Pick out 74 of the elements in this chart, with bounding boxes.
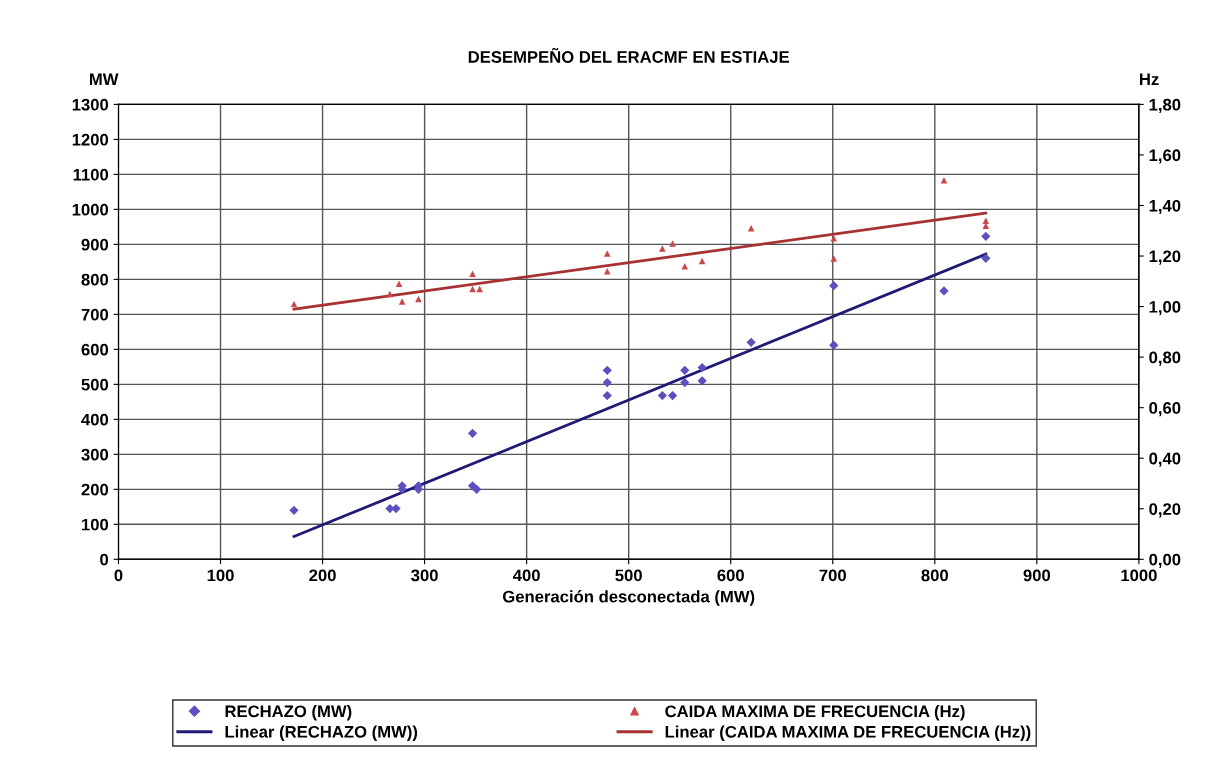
y-tick-label: 600	[81, 343, 109, 356]
y-tick-label: 1100	[73, 168, 109, 181]
point	[829, 281, 839, 291]
legend-label: Linear (CAIDA MAXIMA DE FRECUENCIA (Hz))	[665, 725, 1031, 742]
point	[939, 286, 949, 296]
y2-tick-label: 0,60	[1149, 402, 1181, 417]
x-tick-label: 900	[1023, 569, 1051, 582]
x-tick-label: 200	[309, 569, 336, 582]
point	[602, 365, 612, 375]
y-tick-label: 300	[81, 448, 109, 461]
chart-title: DESEMPEÑO DEL ERACMF EN ESTIAJE	[468, 47, 790, 63]
point	[476, 285, 483, 293]
y2-tick-label: 1,20	[1149, 250, 1181, 265]
y-tick-label: 900	[81, 238, 109, 251]
y2-axis-title: Hz	[1139, 73, 1159, 86]
x-tick-label: 1000	[1121, 569, 1157, 582]
y2-tick-label: 0,40	[1149, 452, 1181, 467]
y-tick-label: 0	[100, 553, 109, 566]
y2-tick-label: 1,40	[1149, 199, 1181, 215]
point	[472, 484, 482, 494]
y2-tick-label: 1,00	[1149, 300, 1181, 316]
point	[602, 377, 612, 388]
x-tick-label: 600	[717, 569, 744, 582]
y-axis-title: MW	[89, 73, 119, 86]
y2-tick-label: 0,20	[1149, 503, 1181, 518]
x-axis-title: Generación desconectada (MW)	[502, 590, 755, 606]
point	[830, 255, 838, 262]
point	[659, 245, 666, 252]
point	[602, 390, 612, 401]
point	[667, 390, 678, 401]
point	[746, 337, 756, 347]
y-tick-label: 400	[81, 413, 109, 426]
point	[981, 231, 991, 241]
y-tick-label: 1200	[72, 133, 109, 146]
point	[680, 365, 690, 375]
y-tick-label: 1000	[72, 203, 109, 216]
point	[467, 428, 478, 438]
y-tick-label: 200	[81, 483, 109, 496]
y2-tick-label: 1,60	[1149, 149, 1181, 164]
y-tick-label: 100	[82, 518, 109, 531]
point	[669, 240, 676, 247]
point	[697, 362, 707, 373]
point	[386, 290, 394, 298]
x-tick-label: 300	[411, 569, 438, 582]
x-tick-label: 400	[512, 569, 540, 582]
point	[398, 298, 406, 305]
point	[469, 270, 476, 277]
point	[829, 340, 839, 350]
x-tick-label: 700	[819, 569, 846, 582]
point	[603, 267, 611, 275]
y-tick-label: 700	[81, 308, 109, 321]
legend-label: RECHAZO (MW)	[225, 704, 352, 721]
y-tick-label: 500	[81, 378, 109, 391]
y2-tick-label: 1,80	[1149, 98, 1181, 114]
x-tick-label: 100	[207, 569, 234, 582]
point	[289, 505, 299, 515]
point	[603, 250, 611, 257]
legend-label: CAIDA MAXIMA DE FRECUENCIA (Hz)	[665, 704, 965, 721]
point	[981, 253, 991, 263]
point	[680, 377, 690, 388]
x-tick-label: 0	[114, 569, 123, 582]
y2-tick-label: 0,00	[1149, 553, 1181, 568]
point	[982, 217, 990, 224]
y-tick-label: 800	[81, 273, 109, 286]
point	[657, 390, 667, 401]
x-tick-label: 800	[921, 569, 949, 582]
x-tick-label: 500	[615, 569, 642, 582]
legend-label: Linear (RECHAZO (MW))	[225, 725, 418, 742]
y2-tick-label: 0,80	[1149, 351, 1181, 366]
point	[697, 376, 707, 386]
point	[395, 280, 403, 288]
point	[681, 262, 689, 270]
y-tick-label: 1300	[72, 98, 109, 111]
point	[830, 235, 838, 242]
